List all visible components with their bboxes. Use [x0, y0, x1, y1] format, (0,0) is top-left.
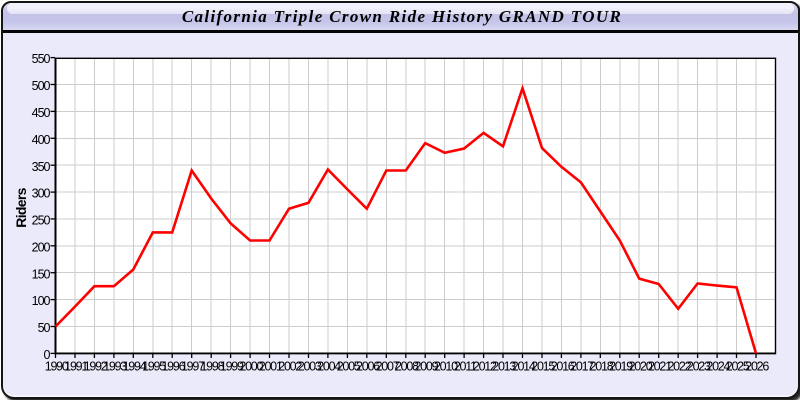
svg-text:1999: 1999 — [220, 360, 244, 374]
svg-text:1990: 1990 — [45, 360, 69, 374]
svg-text:2026: 2026 — [745, 360, 769, 374]
svg-text:2006: 2006 — [356, 360, 380, 374]
svg-text:2004: 2004 — [317, 360, 341, 374]
svg-text:1993: 1993 — [103, 360, 127, 374]
svg-text:2010: 2010 — [434, 360, 458, 374]
svg-text:400: 400 — [32, 133, 51, 147]
svg-text:2023: 2023 — [687, 360, 711, 374]
svg-text:1992: 1992 — [84, 360, 108, 374]
svg-text:1998: 1998 — [200, 360, 224, 374]
svg-text:Riders: Riders — [13, 187, 29, 227]
svg-text:2020: 2020 — [629, 360, 653, 374]
svg-text:2002: 2002 — [278, 360, 302, 374]
svg-text:2013: 2013 — [492, 360, 516, 374]
svg-text:550: 550 — [32, 52, 51, 66]
svg-text:1995: 1995 — [142, 360, 166, 374]
svg-text:2016: 2016 — [551, 360, 575, 374]
svg-text:2007: 2007 — [376, 360, 400, 374]
svg-text:1991: 1991 — [64, 360, 88, 374]
svg-text:1997: 1997 — [181, 360, 205, 374]
svg-text:500: 500 — [32, 79, 51, 93]
svg-text:2021: 2021 — [648, 360, 672, 374]
svg-text:2000: 2000 — [239, 360, 263, 374]
svg-text:2015: 2015 — [531, 360, 555, 374]
svg-text:100: 100 — [32, 294, 51, 308]
svg-text:2018: 2018 — [590, 360, 614, 374]
svg-text:2008: 2008 — [395, 360, 419, 374]
svg-text:2003: 2003 — [298, 360, 322, 374]
svg-text:350: 350 — [32, 160, 51, 174]
svg-text:450: 450 — [32, 106, 51, 120]
svg-text:50: 50 — [38, 321, 51, 335]
svg-text:250: 250 — [32, 214, 51, 228]
svg-text:2012: 2012 — [473, 360, 497, 374]
svg-text:300: 300 — [32, 187, 51, 201]
svg-text:2017: 2017 — [570, 360, 594, 374]
svg-text:2011: 2011 — [454, 360, 477, 374]
svg-text:2025: 2025 — [726, 360, 750, 374]
svg-text:1994: 1994 — [123, 360, 147, 374]
svg-text:2019: 2019 — [609, 360, 633, 374]
svg-text:2024: 2024 — [706, 360, 730, 374]
svg-text:0: 0 — [44, 348, 51, 362]
svg-text:200: 200 — [32, 240, 51, 254]
svg-text:2001: 2001 — [259, 360, 283, 374]
svg-text:2009: 2009 — [414, 360, 438, 374]
svg-text:2022: 2022 — [667, 360, 691, 374]
svg-text:2005: 2005 — [337, 360, 361, 374]
svg-text:1996: 1996 — [161, 360, 185, 374]
svg-text:2014: 2014 — [512, 360, 536, 374]
svg-text:150: 150 — [32, 267, 51, 281]
